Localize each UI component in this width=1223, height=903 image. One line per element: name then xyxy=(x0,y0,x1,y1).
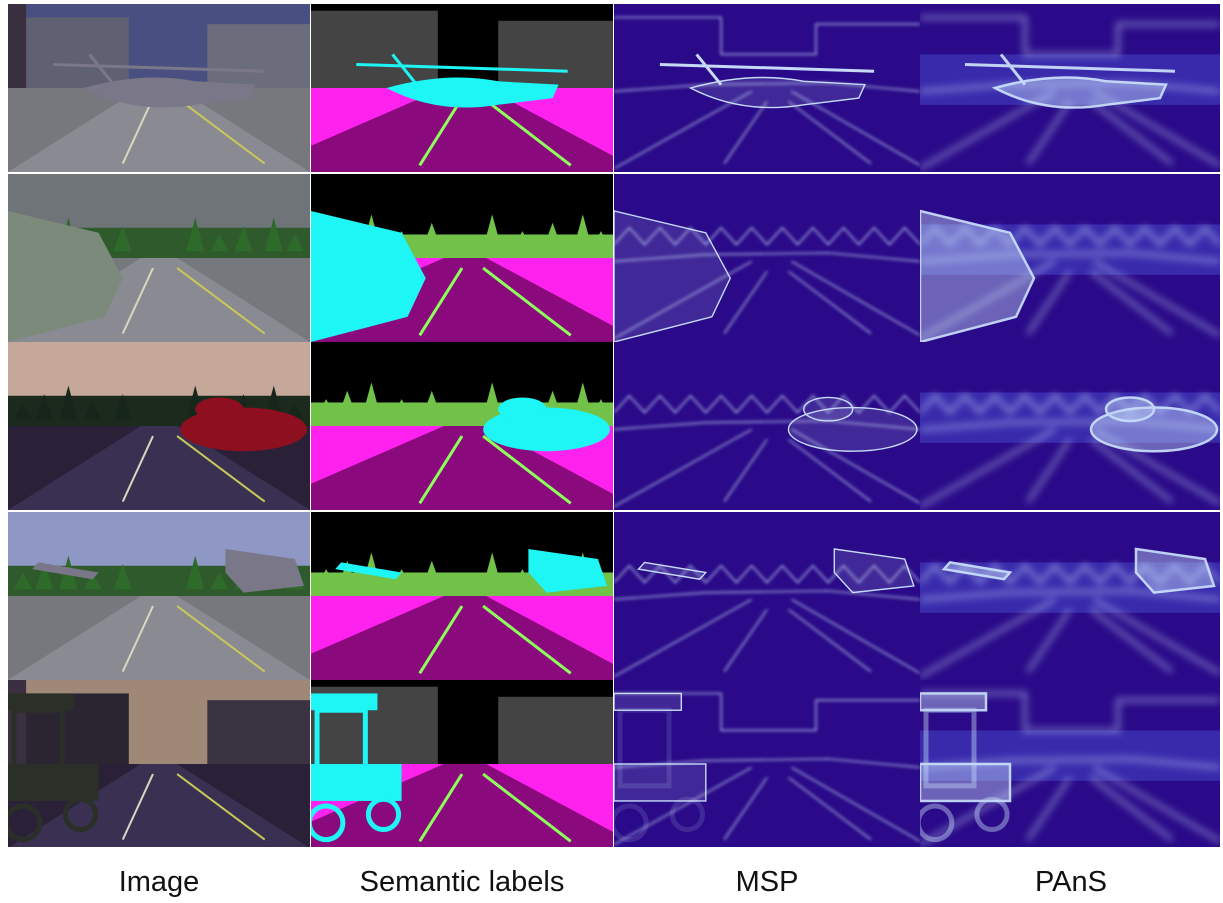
panel-msp-airplane-road xyxy=(614,512,920,680)
panel-pans-airplane-road xyxy=(920,512,1220,680)
panel-pans-river-road xyxy=(920,174,1220,342)
column-label-image: Image xyxy=(118,866,200,898)
figure-grid xyxy=(8,4,1220,847)
panel-image-night-street xyxy=(8,680,310,847)
panel-pans-dusk-forest-road xyxy=(920,342,1220,510)
panel-semantic-night-street xyxy=(311,680,613,847)
panel-msp-night-street xyxy=(614,680,920,847)
column-label-pans: PAnS xyxy=(1034,866,1107,898)
panel-semantic-dusk-forest-road xyxy=(311,342,613,510)
panel-pans-helipad-street xyxy=(920,4,1220,172)
panel-msp-river-road xyxy=(614,174,920,342)
panel-image-airplane-road xyxy=(8,512,310,680)
panel-semantic-river-road xyxy=(311,174,613,342)
panel-semantic-airplane-road xyxy=(311,512,613,680)
panel-image-helipad-street xyxy=(8,4,310,172)
figure-panels xyxy=(8,4,1220,847)
panel-msp-helipad-street xyxy=(614,4,920,172)
panel-image-dusk-forest-road xyxy=(8,342,310,510)
panel-image-river-road xyxy=(8,174,310,342)
panel-semantic-helipad-street xyxy=(311,4,613,172)
panel-pans-night-street xyxy=(920,680,1220,847)
panel-msp-dusk-forest-road xyxy=(614,342,920,510)
column-label-msp: MSP xyxy=(735,866,799,898)
column-label-semantic: Semantic labels xyxy=(359,866,565,898)
